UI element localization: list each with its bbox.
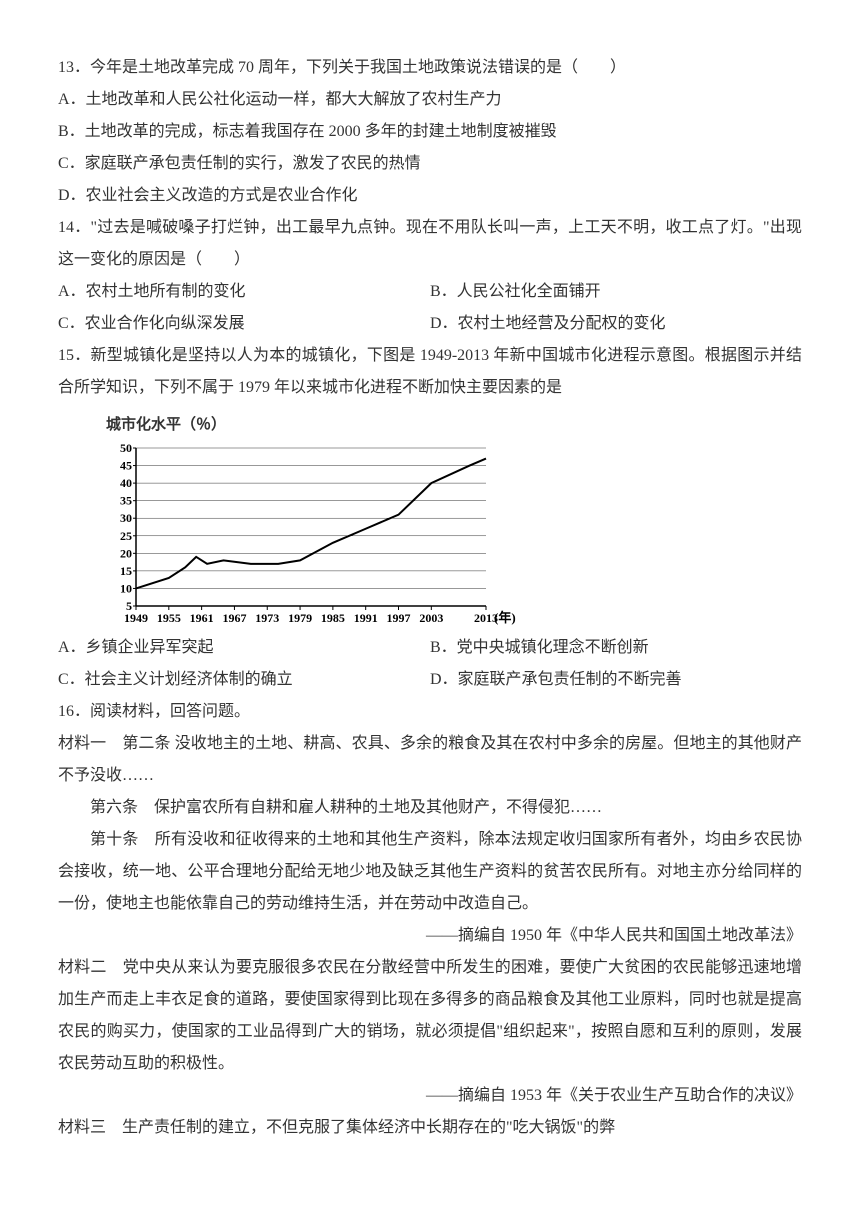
svg-text:35: 35 xyxy=(120,494,132,508)
chart-title: 城市化水平（％） xyxy=(106,410,802,440)
q16-m2-source: ——摘编自 1953 年《关于农业生产互助合作的决议》 xyxy=(58,1080,802,1112)
q16-stem: 16．阅读材料，回答问题。 xyxy=(58,696,802,728)
q14-option-c[interactable]: C．农业合作化向纵深发展 xyxy=(58,308,430,340)
svg-text:1991: 1991 xyxy=(354,611,378,625)
q15-option-c[interactable]: C．社会主义计划经济体制的确立 xyxy=(58,664,430,696)
q16-m1-source: ——摘编自 1950 年《中华人民共和国国土地改革法》 xyxy=(58,920,802,952)
svg-text:1979: 1979 xyxy=(288,611,312,625)
svg-text:1949: 1949 xyxy=(124,611,148,625)
svg-text:30: 30 xyxy=(120,511,132,525)
q16-m1-p3: 第十条 所有没收和征收得来的土地和其他生产资料，除本法规定收归国家所有者外，均由… xyxy=(58,824,802,920)
svg-text:10: 10 xyxy=(120,581,132,595)
q15-option-d[interactable]: D．家庭联产承包责任制的不断完善 xyxy=(430,664,802,696)
q15-stem: 15．新型城镇化是坚持以人为本的城镇化，下图是 1949-2013 年新中国城市… xyxy=(58,340,802,404)
q15-options: A．乡镇企业异军突起 B．党中央城镇化理念不断创新 C．社会主义计划经济体制的确… xyxy=(58,632,802,696)
q16-m2-p: 材料二 党中央从来认为要克服很多农民在分散经营中所发生的困难，要使广大贫困的农民… xyxy=(58,952,802,1080)
svg-text:1973: 1973 xyxy=(255,611,279,625)
q14-option-d[interactable]: D．农村土地经营及分配权的变化 xyxy=(430,308,802,340)
chart-svg: 5101520253035404550194919551961196719731… xyxy=(106,442,536,630)
q13-option-d[interactable]: D．农业社会主义改造的方式是农业合作化 xyxy=(58,180,802,212)
q13-options: A．土地改革和人民公社化运动一样，都大大解放了农村生产力 B．土地改革的完成，标… xyxy=(58,84,802,212)
svg-text:25: 25 xyxy=(120,529,132,543)
q13-option-a[interactable]: A．土地改革和人民公社化运动一样，都大大解放了农村生产力 xyxy=(58,84,802,116)
svg-text:2003: 2003 xyxy=(419,611,443,625)
svg-text:20: 20 xyxy=(120,546,132,560)
q14-option-a[interactable]: A．农村土地所有制的变化 xyxy=(58,276,430,308)
urbanization-chart: 城市化水平（％） 5101520253035404550194919551961… xyxy=(106,410,802,630)
svg-text:15: 15 xyxy=(120,564,132,578)
q14-option-b[interactable]: B．人民公社化全面铺开 xyxy=(430,276,802,308)
svg-text:1955: 1955 xyxy=(157,611,181,625)
q16-m1-p2: 第六条 保护富农所有自耕和雇人耕种的土地及其他财产，不得侵犯…… xyxy=(58,792,802,824)
svg-text:40: 40 xyxy=(120,476,132,490)
svg-text:1985: 1985 xyxy=(321,611,345,625)
svg-text:1997: 1997 xyxy=(387,611,411,625)
q13-option-c[interactable]: C．家庭联产承包责任制的实行，激发了农民的热情 xyxy=(58,148,802,180)
q16-m3-p: 材料三 生产责任制的建立，不但克服了集体经济中长期存在的"吃大锅饭"的弊 xyxy=(58,1112,802,1144)
q13-option-b[interactable]: B．土地改革的完成，标志着我国存在 2000 多年的封建土地制度被摧毁 xyxy=(58,116,802,148)
q14-options: A．农村土地所有制的变化 B．人民公社化全面铺开 C．农业合作化向纵深发展 D．… xyxy=(58,276,802,340)
svg-text:1961: 1961 xyxy=(190,611,214,625)
svg-text:1967: 1967 xyxy=(222,611,246,625)
q15-option-a[interactable]: A．乡镇企业异军突起 xyxy=(58,632,430,664)
q15-option-b[interactable]: B．党中央城镇化理念不断创新 xyxy=(430,632,802,664)
q14-stem: 14．"过去是喊破嗓子打烂钟，出工最早九点钟。现在不用队长叫一声，上工天不明，收… xyxy=(58,212,802,276)
svg-text:(年): (年) xyxy=(494,610,516,625)
svg-text:45: 45 xyxy=(120,459,132,473)
q16-m1-lead: 材料一 第二条 没收地主的土地、耕高、农具、多余的粮食及其在农村中多余的房屋。但… xyxy=(58,728,802,792)
svg-text:50: 50 xyxy=(120,442,132,455)
q13-stem: 13．今年是土地改革完成 70 周年，下列关于我国土地政策说法错误的是（ ） xyxy=(58,52,802,84)
